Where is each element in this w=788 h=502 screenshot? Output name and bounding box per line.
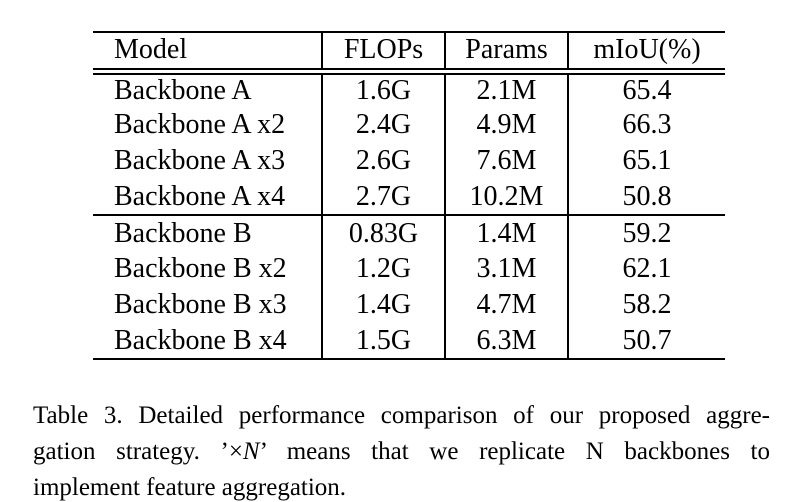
table-caption: Table 3. Detailed performance comparison… xyxy=(33,398,770,502)
cell-model: Backbone A x2 xyxy=(93,107,323,143)
cell-miou: 66.3 xyxy=(622,109,672,140)
cell-model: Backbone B x3 xyxy=(93,287,323,323)
table-row: Backbone A x3 2.6G 7.6M 65.1 xyxy=(93,143,725,179)
cell-model: Backbone A x3 xyxy=(93,143,323,179)
cell-miou: 65.1 xyxy=(622,145,672,176)
cell-flops: 1.2G xyxy=(322,251,446,287)
cell-flops: 1.4G xyxy=(322,287,446,323)
table-row: Backbone A 1.6G 2.1M 65.4 xyxy=(93,71,725,107)
cell-miou: 65.4 xyxy=(622,74,672,106)
cell-model: Backbone B xyxy=(93,214,323,251)
caption-line-2: gation strategy. ’×N’ means that we repl… xyxy=(33,434,770,470)
column-header-miou: mIoU(%) xyxy=(568,32,725,75)
cell-model: Backbone B x2 xyxy=(93,251,323,287)
cell-model: Backbone A xyxy=(93,71,323,107)
column-header-params: Params xyxy=(445,32,569,75)
cell-miou: 50.7 xyxy=(622,324,672,356)
cell-model: Backbone B x4 xyxy=(93,323,323,359)
caption-line-2-pre: gation strategy. ’× xyxy=(33,438,243,465)
cell-flops: 0.83G xyxy=(322,214,446,251)
header-row: Model FLOPs Params mIoU(%) xyxy=(93,32,725,75)
cell-params: 3.1M xyxy=(445,251,569,287)
cell-miou: 58.2 xyxy=(622,289,672,320)
caption-math-n: N xyxy=(242,438,260,465)
table-row: Backbone B x4 1.5G 6.3M 50.7 xyxy=(93,323,725,359)
cell-miou: 50.8 xyxy=(622,180,672,212)
cell-params: 4.9M xyxy=(445,107,569,143)
cell-model: Backbone A x4 xyxy=(93,179,323,215)
cell-params: 2.1M xyxy=(445,71,569,107)
cell-flops: 2.6G xyxy=(322,143,446,179)
cell-flops: 2.4G xyxy=(322,107,446,143)
caption-line-3: implement feature aggregation. xyxy=(33,474,347,501)
caption-line-1: Table 3. Detailed performance comparison… xyxy=(33,402,770,429)
cell-params: 1.4M xyxy=(445,214,569,251)
column-header-model: Model xyxy=(93,32,323,75)
column-header-flops: FLOPs xyxy=(322,32,446,75)
table-row: Backbone A x4 2.7G 10.2M 50.8 xyxy=(93,179,725,215)
cell-flops: 1.6G xyxy=(322,71,446,107)
caption-line-2-post: ’ means that we replicate N backbones to xyxy=(259,438,770,465)
cell-flops: 1.5G xyxy=(322,323,446,359)
cell-miou: 62.1 xyxy=(622,253,672,284)
cell-params: 7.6M xyxy=(445,143,569,179)
cell-params: 4.7M xyxy=(445,287,569,323)
cell-params: 6.3M xyxy=(445,323,569,359)
cell-flops: 2.7G xyxy=(322,179,446,215)
cell-params: 10.2M xyxy=(445,179,569,215)
table-row: Backbone A x2 2.4G 4.9M 66.3 xyxy=(93,107,725,143)
table-row: Backbone B x2 1.2G 3.1M 62.1 xyxy=(93,251,725,287)
table-3-container: Model FLOPs Params mIoU(%) Backbone A 1.… xyxy=(93,31,725,360)
table-row: Backbone B 0.83G 1.4M 59.2 xyxy=(93,214,725,251)
cell-miou: 59.2 xyxy=(568,214,725,251)
table-row: Backbone B x3 1.4G 4.7M 58.2 xyxy=(93,287,725,323)
results-table: Model FLOPs Params mIoU(%) Backbone A 1.… xyxy=(93,31,725,360)
